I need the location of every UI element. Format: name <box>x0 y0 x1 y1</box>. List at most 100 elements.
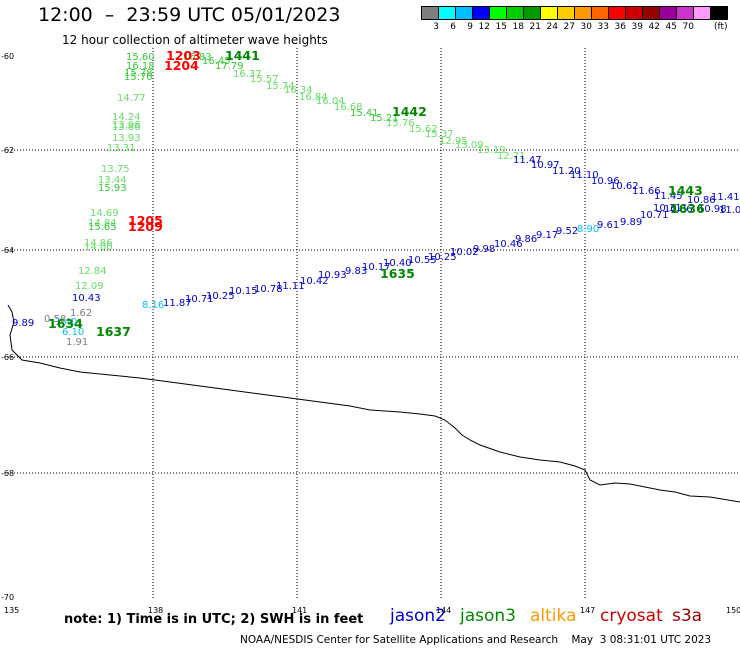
swh-value-label: 11.10 <box>570 170 599 181</box>
lat-tick-label: -60 <box>1 52 14 61</box>
swh-value-label: 1.91 <box>66 337 88 348</box>
swh-value-label: 10.25 <box>206 291 235 302</box>
lon-tick-label: 141 <box>292 606 307 615</box>
swh-value-label: 10.36 <box>664 204 693 215</box>
swh-value-label: 10.40 <box>383 258 412 269</box>
swh-value-label: 16.18 <box>126 61 155 72</box>
color-scale-label: 12 <box>478 22 490 32</box>
swh-value-label: 9.52 <box>556 226 578 237</box>
color-scale-label: 33 <box>597 22 609 32</box>
color-swatch <box>642 6 660 20</box>
color-scale-label: 15 <box>495 22 507 32</box>
pass-time-label: 1636 <box>670 201 705 216</box>
swh-value-label: 14.00 <box>84 242 113 253</box>
swh-value-label: 15.21 <box>370 113 399 124</box>
lat-tick-label: -62 <box>1 146 14 155</box>
swh-value-label: 13.31 <box>107 143 136 154</box>
swh-value-label: 6.10 <box>62 327 84 338</box>
color-scale-label: 3 <box>433 22 439 32</box>
swh-value-label: 10.93 <box>318 270 347 281</box>
swh-value-label: 11.47 <box>513 155 542 166</box>
pass-time-label: 1441 <box>225 48 260 63</box>
swh-value-label: 10.46 <box>494 239 523 250</box>
swh-value-label: 13.75 <box>101 164 130 175</box>
color-scale-label: 39 <box>631 22 643 32</box>
lon-tick-label: 150 <box>726 606 740 615</box>
map-title: 12:00 – 23:59 UTC 05/01/2023 <box>38 4 341 26</box>
swh-value-label: 13.44 <box>98 175 127 186</box>
color-swatch <box>693 6 711 20</box>
swh-value-label: 8.16 <box>142 300 164 311</box>
swh-value-label: 11.87 <box>163 298 192 309</box>
swh-value-label: 9.89 <box>620 217 642 228</box>
lon-tick-label: 144 <box>436 606 451 615</box>
swh-value-label: 16.84 <box>299 92 328 103</box>
swh-value-label: 15.37 <box>425 129 454 140</box>
pass-time-label: 1204 <box>164 58 199 73</box>
legend-item-s3a: s3a <box>672 606 703 626</box>
color-scale-labels: 3 6 9 12 15 18 21 24 27 30 33 36 39 42 45 70 <box>422 22 694 32</box>
swh-value-label: 14.86 <box>84 238 113 249</box>
swh-value-label: 10.98 <box>698 204 727 215</box>
swh-value-label: 10.17 <box>362 262 391 273</box>
swh-value-label: 9.89 <box>12 318 34 329</box>
swh-value-label: 10.15 <box>229 286 258 297</box>
swh-value-label: 16.34 <box>284 85 313 96</box>
footer-credit: NOAA/NESDIS Center for Satellite Applica… <box>240 634 712 646</box>
graticule <box>8 48 740 600</box>
swh-value-label: 17.79 <box>215 61 244 72</box>
color-swatch <box>591 6 609 20</box>
pass-time-label: 1205 <box>128 213 163 228</box>
swh-value-label: 11.66 <box>632 186 661 197</box>
color-scale <box>421 6 728 20</box>
lat-tick-label: -66 <box>1 353 14 362</box>
swh-value-label: 1.62 <box>70 308 92 319</box>
pass-time-label: 1635 <box>380 266 415 281</box>
swh-value-label: 15.70 <box>124 72 153 83</box>
note-text: note: 1) Time is in UTC; 2) SWH is in fe… <box>64 612 364 627</box>
legend-item-jason2: jason2 <box>390 606 446 626</box>
swh-value-label: 15.74 <box>266 81 295 92</box>
color-swatch <box>574 6 592 20</box>
lat-tick-label: -68 <box>1 469 14 478</box>
swh-value-label: 11.09 <box>719 205 740 216</box>
coastline <box>7 304 740 503</box>
lon-tick-label: 138 <box>148 606 163 615</box>
color-swatch <box>625 6 643 20</box>
pass-time-label: 1209 <box>128 219 163 234</box>
color-swatch <box>523 6 541 20</box>
pass-time-label: 1637 <box>96 324 131 339</box>
swh-value-label: 13.19 <box>477 145 506 156</box>
swh-value-label: 12.71 <box>497 151 526 162</box>
color-scale-unit: (ft) <box>714 22 728 32</box>
swh-value-label: 10.55 <box>408 255 437 266</box>
swh-value-label: 9.86 <box>515 234 537 245</box>
swh-value-label: 14.69 <box>90 208 119 219</box>
swh-value-label: 10.31 <box>653 203 682 214</box>
color-scale-label: 24 <box>546 22 558 32</box>
swh-value-label: 14.84 <box>88 218 117 229</box>
color-scale-label: 21 <box>529 22 541 32</box>
swh-value-label: 10.71 <box>185 294 214 305</box>
swh-value-label: 15.76 <box>386 118 415 129</box>
swh-value-label: 10.97 <box>531 160 560 171</box>
swh-value-label: 13.93 <box>112 133 141 144</box>
color-scale-label: 45 <box>665 22 677 32</box>
color-scale-label: 6 <box>450 22 456 32</box>
swh-value-label: 13.86 <box>112 122 141 133</box>
swh-value-label: 9.61 <box>597 220 619 231</box>
swh-value-label: 10.71 <box>640 210 669 221</box>
swh-value-label: 16.68 <box>334 102 363 113</box>
legend-item-jason3: jason3 <box>460 606 516 626</box>
color-swatch <box>676 6 694 20</box>
swh-value-label: 8.90 <box>577 224 599 235</box>
color-scale-label: 27 <box>563 22 575 32</box>
swh-value-label: 0.58 <box>44 314 66 325</box>
lon-tick-label: 147 <box>580 606 595 615</box>
color-scale-label: 36 <box>614 22 626 32</box>
color-scale-label: 9 <box>467 22 473 32</box>
swh-value-label: 16.04 <box>316 96 345 107</box>
lat-tick-label: -64 <box>1 246 14 255</box>
